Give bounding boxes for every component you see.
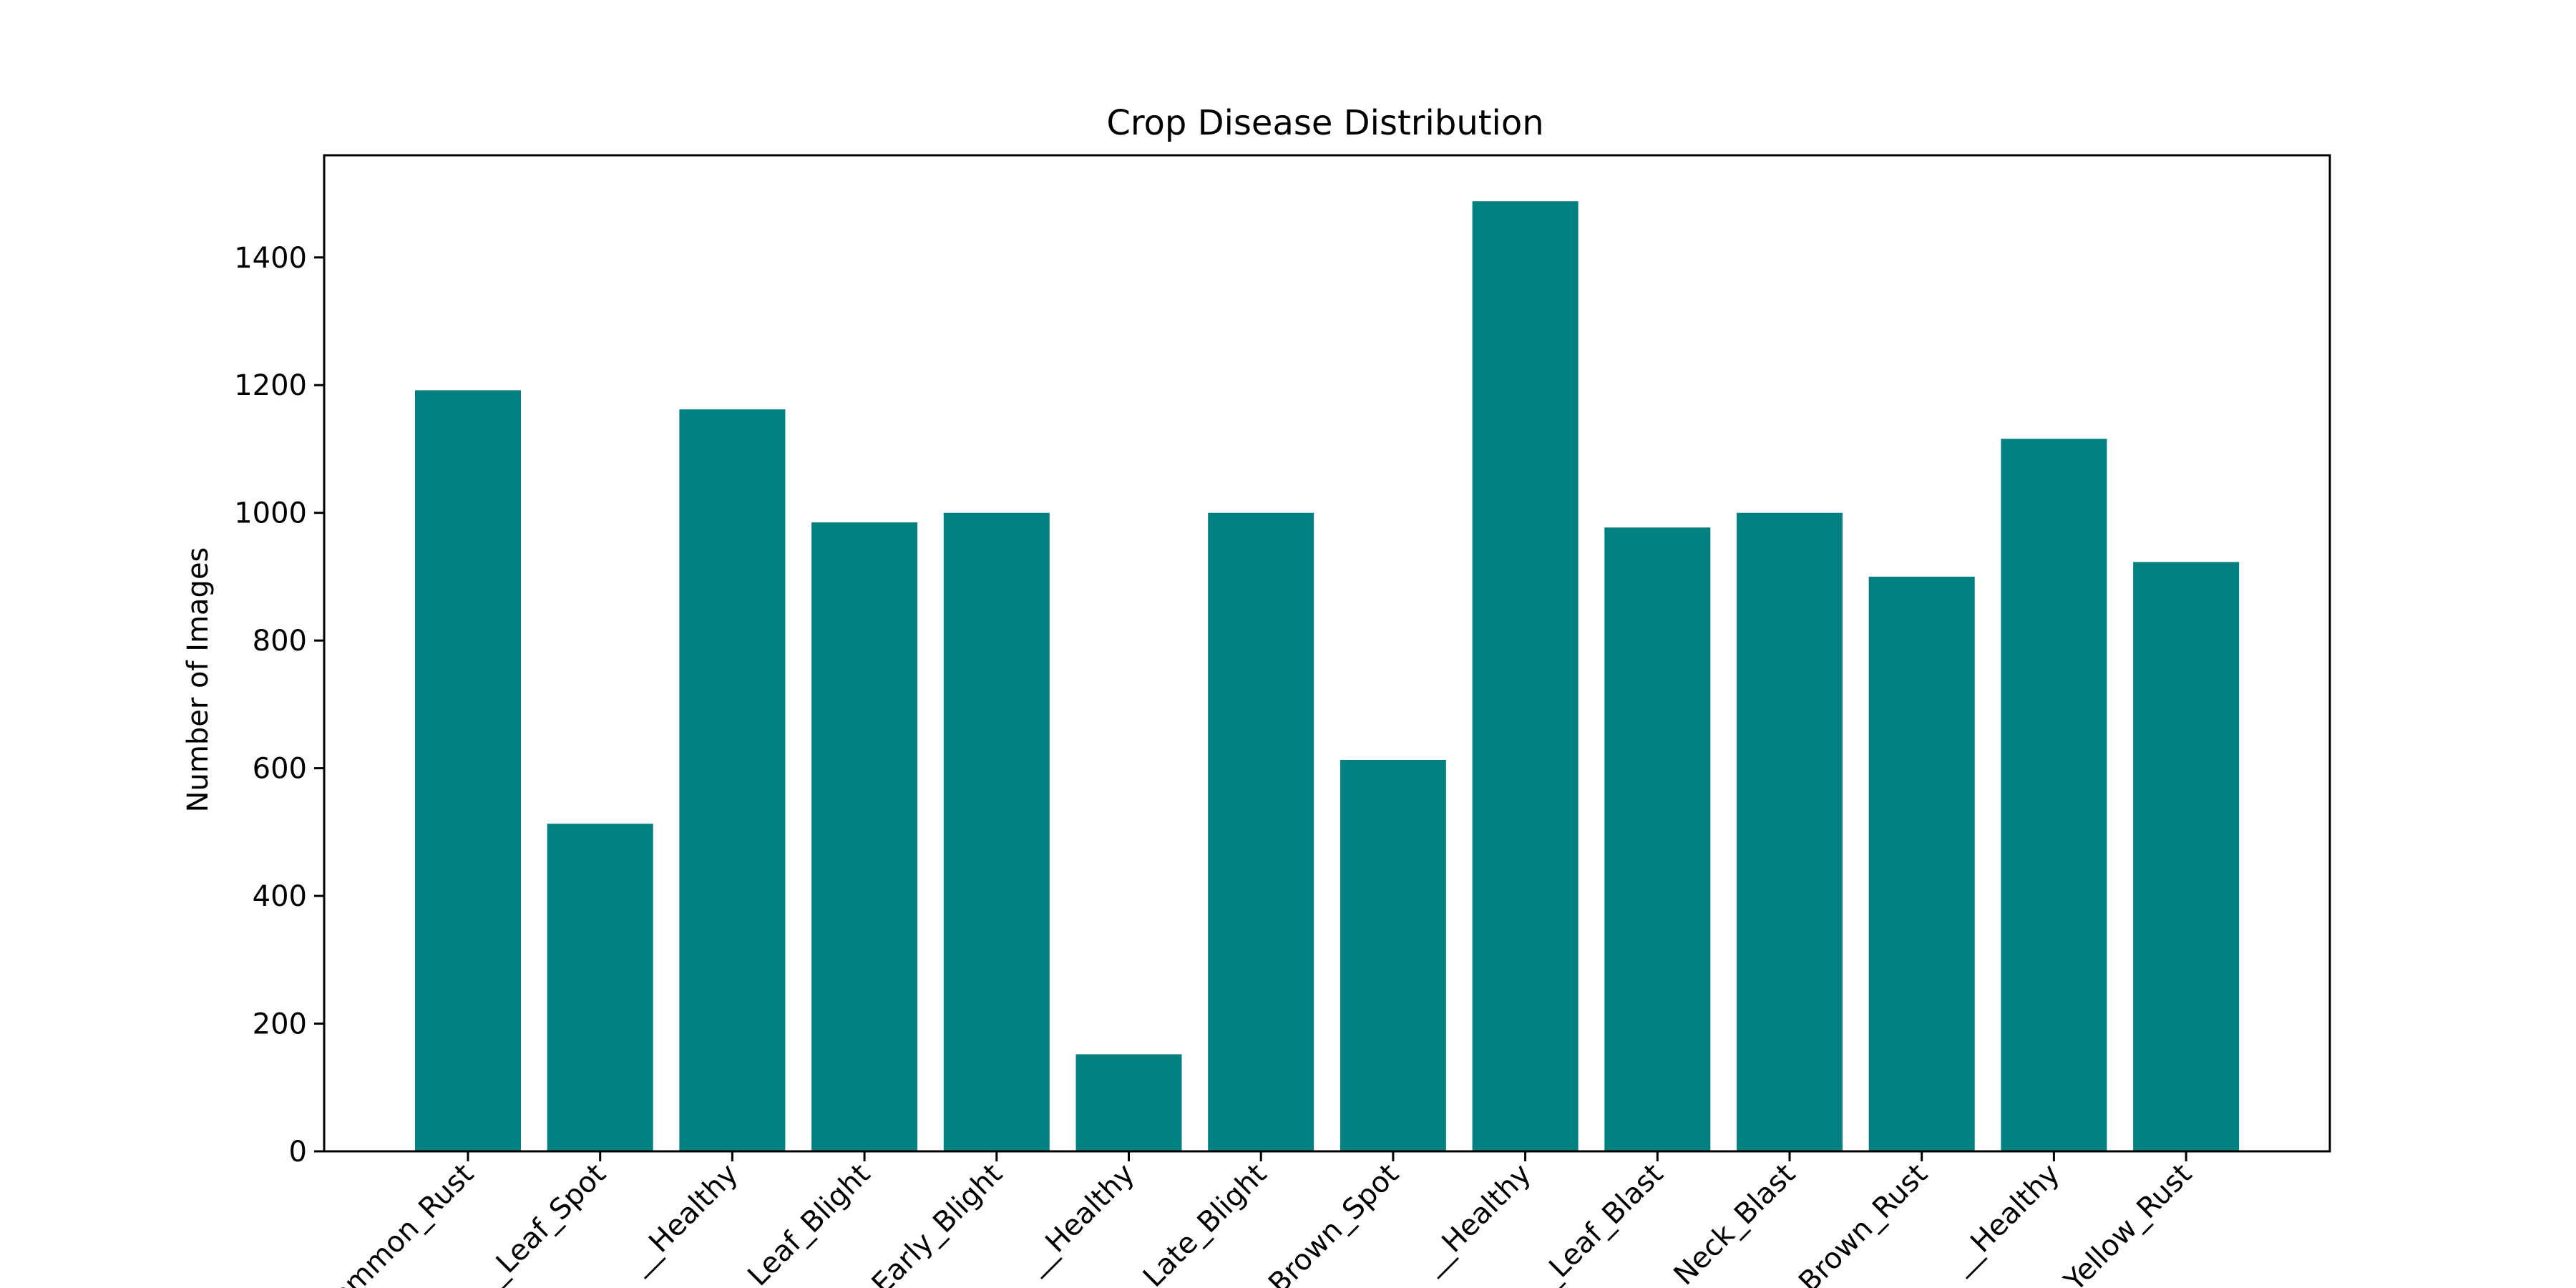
x-tick-label: _Yellow_Rust <box>2047 1158 2198 1288</box>
x-axis-ticks: _Common_Rust _Leaf_Spot __Healthy_Leaf_Bli… <box>301 1151 2198 1288</box>
x-tick-label: _Brown_Rust <box>1782 1158 1933 1288</box>
y-tick-label: 1000 <box>234 497 307 530</box>
x-tick-label: _Brown_Spot <box>1252 1158 1405 1288</box>
plot-frame <box>323 154 2331 1153</box>
y-tick-label: 1400 <box>234 242 307 275</box>
x-tick-label: _Late_Blight <box>1126 1158 1273 1288</box>
x-tick-label: __Healthy <box>622 1158 744 1280</box>
bar <box>1868 576 1975 1151</box>
bar <box>1604 527 1711 1151</box>
bar <box>1472 201 1579 1152</box>
bar <box>1737 512 1843 1151</box>
y-tick-label: 400 <box>253 880 307 913</box>
y-tick-label: 600 <box>253 753 307 786</box>
x-tick-label: __Healthy <box>1943 1158 2066 1280</box>
y-tick-label: 0 <box>289 1136 307 1169</box>
x-tick-label: _Common_Rust <box>301 1158 480 1288</box>
x-tick-label: _Leaf_Blight <box>731 1158 877 1288</box>
chart-title: Crop Disease Distribution <box>1106 103 1543 143</box>
x-tick-label: __Healthy <box>1018 1158 1141 1280</box>
y-axis-ticks: 0 200 400 600 800 1000 1200 1400 <box>234 242 324 1169</box>
y-tick-label: 200 <box>253 1008 307 1041</box>
x-tick-label: __Healthy <box>1415 1158 1538 1280</box>
y-axis-label: Number of Images <box>182 547 215 813</box>
bar <box>2001 439 2107 1151</box>
bar <box>1075 1054 1182 1151</box>
bar <box>811 522 918 1151</box>
bar <box>415 390 521 1151</box>
x-tick-label: _Early_Blight <box>855 1158 1009 1288</box>
x-tick-label: _Neck_Blast <box>1657 1158 1802 1288</box>
bar <box>547 824 653 1151</box>
y-tick-label: 800 <box>253 625 307 658</box>
bar <box>1208 512 1314 1151</box>
bar <box>943 512 1050 1151</box>
bar <box>1340 760 1446 1151</box>
y-tick-label: 1200 <box>234 369 307 402</box>
x-tick-label: _Leaf_Blast <box>1532 1158 1669 1288</box>
x-tick-label: _Leaf_Spot <box>479 1158 613 1288</box>
bar <box>2133 562 2240 1151</box>
bars <box>415 201 2240 1152</box>
bar <box>679 409 786 1151</box>
